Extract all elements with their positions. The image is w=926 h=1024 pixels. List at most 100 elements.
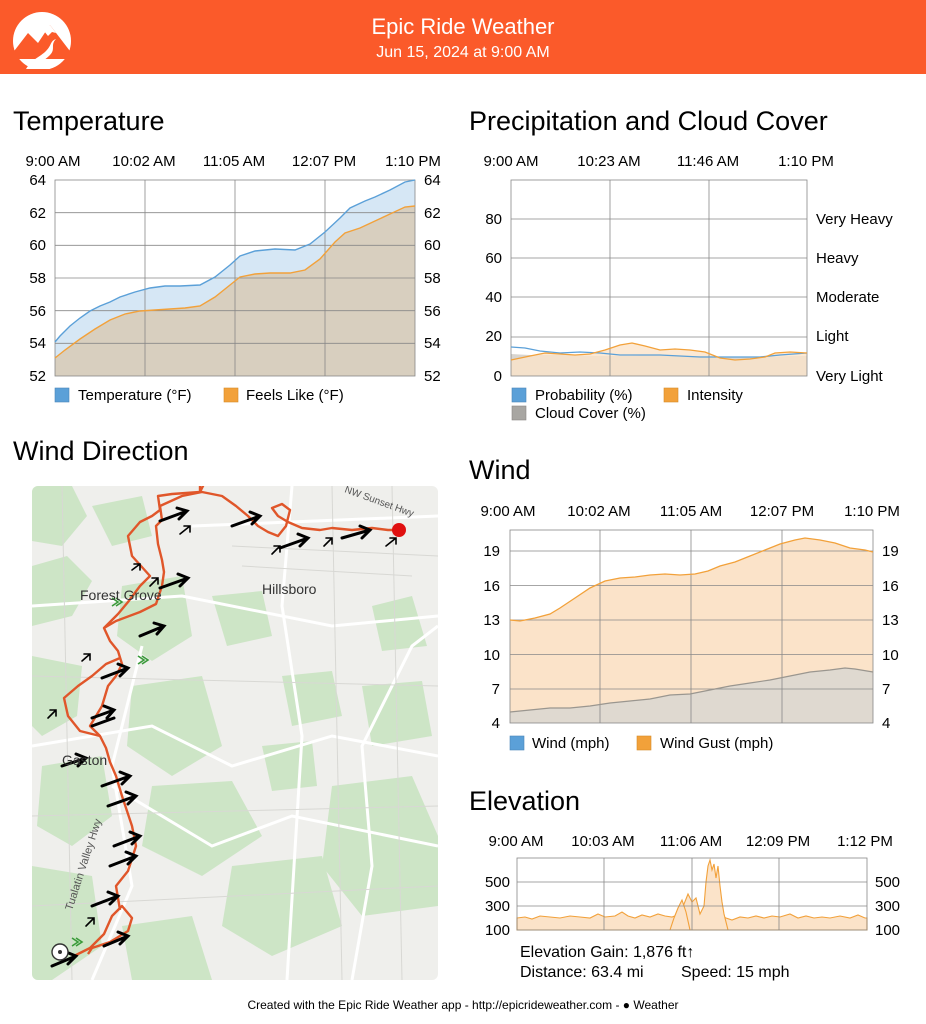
footer-text: Created with the Epic Ride Weather app -… [247,998,623,1012]
apple-icon: ● [622,998,631,1012]
time-label: 9:00 AM [488,833,543,850]
legend-swatch-cloud-cover [511,405,527,421]
y-tick-label: 52 [424,368,441,385]
y-tick-label: 13 [882,612,899,629]
intensity-label: Very Light [816,368,884,385]
intensity-label: Very Heavy [816,211,893,228]
y-tick-label: 16 [483,578,500,595]
y-tick-label: 64 [424,172,441,189]
mountain-road-icon [8,12,76,69]
map-label-gaston: Gaston [62,752,107,768]
ride-speed: Speed: 15 mph [681,964,790,981]
y-tick-label: 60 [29,237,46,254]
time-label: 11:06 AM [660,833,722,850]
y-tick-label: 62 [29,205,46,222]
end-marker [392,523,406,537]
legend-label: Feels Like (°F) [246,387,344,404]
y-tick-label: 56 [424,303,441,320]
time-label: 12:07 PM [750,503,814,520]
time-label: 11:05 AM [660,503,722,520]
legend-swatch-probability [511,387,527,403]
y-tick-label: 500 [875,874,900,891]
map-label-sunset-hwy: NW Sunset Hwy [343,486,415,520]
y-tick-label: 300 [485,898,510,915]
legend-label: Temperature (°F) [78,387,192,404]
ride-distance: Distance: 63.4 mi [520,964,644,981]
y-tick-label: 19 [483,543,500,560]
time-label: 9:00 AM [480,503,535,520]
footer: Created with the Epic Ride Weather app -… [0,998,926,1012]
y-tick-label: 60 [424,237,441,254]
time-label: 10:03 AM [571,833,634,850]
time-label: 10:02 AM [567,503,630,520]
route-map-canvas: Forest Grove Hillsboro Gaston NW Sunset … [32,486,438,980]
route-map[interactable]: Forest Grove Hillsboro Gaston NW Sunset … [32,486,438,980]
y-tick-label: 40 [485,289,502,306]
y-tick-label: 19 [882,543,899,560]
time-label: 11:46 AM [677,153,739,170]
legend-swatch-wind-gust [636,735,652,751]
y-tick-label: 60 [485,250,502,267]
legend-label: Cloud Cover (%) [535,405,646,422]
y-tick-label: 100 [485,922,510,939]
time-label: 10:02 AM [112,153,175,170]
legend-label: Wind Gust (mph) [660,735,773,752]
time-label: 1:10 PM [385,153,441,170]
y-tick-label: 0 [494,368,502,385]
time-label: 9:00 AM [483,153,538,170]
y-tick-label: 300 [875,898,900,915]
y-tick-label: 58 [29,270,46,287]
probability-line [510,346,808,358]
intensity-line [510,342,808,361]
app-header: Epic Ride Weather Jun 15, 2024 at 9:00 A… [0,0,926,74]
y-tick-label: 10 [483,647,500,664]
temperature-chart: 9:00 AM 10:02 AM 11:05 AM 12:07 PM 1:10 … [25,153,441,404]
y-tick-label: 62 [424,205,441,222]
wind-title: Wind [469,455,531,485]
wind-line [509,667,874,713]
feels-like-line [54,205,416,359]
y-tick-label: 16 [882,578,899,595]
legend-label: Intensity [687,387,743,404]
legend-label: Wind (mph) [532,735,610,752]
temperature-title: Temperature [13,106,165,136]
y-tick-label: 500 [485,874,510,891]
elevation-gain: Elevation Gain: 1,876 ft↑ [520,944,695,961]
legend-swatch-temperature [54,387,70,403]
map-label-hillsboro: Hillsboro [262,581,317,597]
intensity-area [511,343,807,376]
wind-direction-title: Wind Direction [13,436,189,466]
forecast-date: Jun 15, 2024 at 9:00 AM [376,44,550,61]
y-tick-label: 100 [875,922,900,939]
y-tick-label: 56 [29,303,46,320]
app-title: Epic Ride Weather [371,14,555,39]
y-tick-label: 52 [29,368,46,385]
time-label: 1:10 PM [844,503,900,520]
time-label: 10:23 AM [577,153,640,170]
time-label: 12:07 PM [292,153,356,170]
legend-swatch-wind [509,735,525,751]
temperature-line [54,179,416,343]
y-tick-label: 58 [424,270,441,287]
y-tick-label: 4 [492,715,500,732]
time-label: 9:00 AM [25,153,80,170]
elevation-chart: 9:00 AM 10:03 AM 11:06 AM 12:09 PM 1:12 … [485,833,900,939]
wind-chart: 9:00 AM 10:02 AM 11:05 AM 12:07 PM 1:10 … [480,503,900,752]
y-tick-label: 80 [485,211,502,228]
time-label: 1:12 PM [837,833,893,850]
legend-swatch-intensity [663,387,679,403]
y-tick-label: 4 [882,715,890,732]
intensity-label: Moderate [816,289,879,306]
y-tick-label: 54 [29,335,46,352]
y-tick-label: 10 [882,647,899,664]
precipitation-title: Precipitation and Cloud Cover [469,106,828,136]
wind-gust-line [509,537,874,622]
legend-swatch-feels-like [223,387,239,403]
intensity-label: Light [816,328,849,345]
elevation-title: Elevation [469,786,581,816]
y-tick-label: 20 [485,328,502,345]
y-tick-label: 7 [492,681,500,698]
map-label-forest-grove: Forest Grove [80,587,162,603]
y-tick-label: 13 [483,612,500,629]
y-tick-label: 64 [29,172,46,189]
